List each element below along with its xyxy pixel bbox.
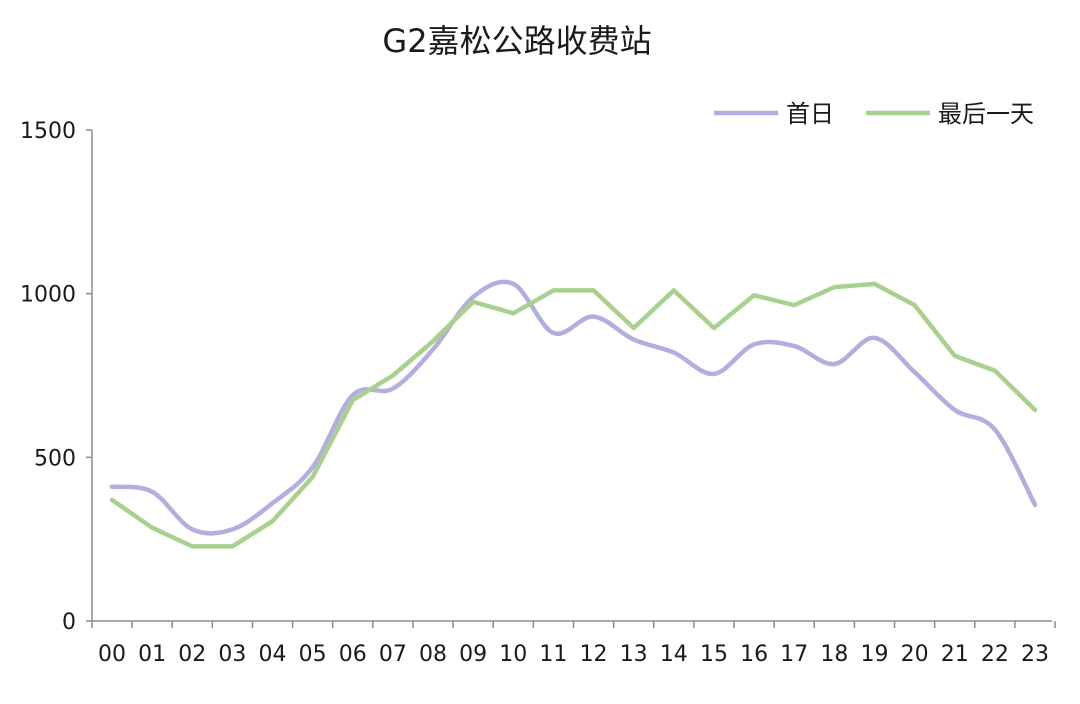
x-tick-label: 10 — [499, 642, 527, 667]
x-tick-label: 23 — [1021, 642, 1049, 667]
x-tick-label: 06 — [339, 642, 367, 667]
x-tick-label: 21 — [941, 642, 969, 667]
series-line-2 — [109, 281, 1038, 549]
y-tick-label: 1000 — [20, 283, 76, 308]
x-tick-label: 03 — [218, 642, 246, 667]
series-line-1 — [109, 279, 1038, 536]
x-tick-label: 11 — [539, 642, 567, 667]
x-tick-label: 20 — [901, 642, 929, 667]
x-tick-label: 00 — [98, 642, 126, 667]
x-tick-label: 04 — [259, 642, 287, 667]
y-tick-label: 1500 — [20, 119, 76, 144]
x-tick-label: 07 — [379, 642, 407, 667]
x-tick-label: 17 — [780, 642, 808, 667]
y-tick-label: 500 — [34, 446, 76, 471]
chart-title: G2嘉松公路收费站 — [382, 22, 651, 60]
x-tick-label: 12 — [580, 642, 608, 667]
x-tick-label: 15 — [700, 642, 728, 667]
x-tick-label: 14 — [660, 642, 688, 667]
x-tick-label: 05 — [299, 642, 327, 667]
legend-label: 首日 — [786, 100, 834, 128]
x-tick-label: 22 — [981, 642, 1009, 667]
legend: 首日 最后一天 — [714, 100, 1034, 128]
y-tick-label: 0 — [62, 610, 76, 635]
x-tick-label: 18 — [820, 642, 848, 667]
x-tick-label: 02 — [178, 642, 206, 667]
axes: 0 500 1000 1500 00 01 02 03 04 05 06 07 08 09 10 11 12 13… — [20, 119, 1056, 667]
x-tick-label: 09 — [459, 642, 487, 667]
x-tick-label: 19 — [860, 642, 888, 667]
x-tick-label: 01 — [138, 642, 166, 667]
series-group — [109, 279, 1038, 549]
x-tick-label: 08 — [419, 642, 447, 667]
x-tick-label: 16 — [740, 642, 768, 667]
x-tick-label: 13 — [620, 642, 648, 667]
legend-label: 最后一天 — [938, 100, 1034, 128]
